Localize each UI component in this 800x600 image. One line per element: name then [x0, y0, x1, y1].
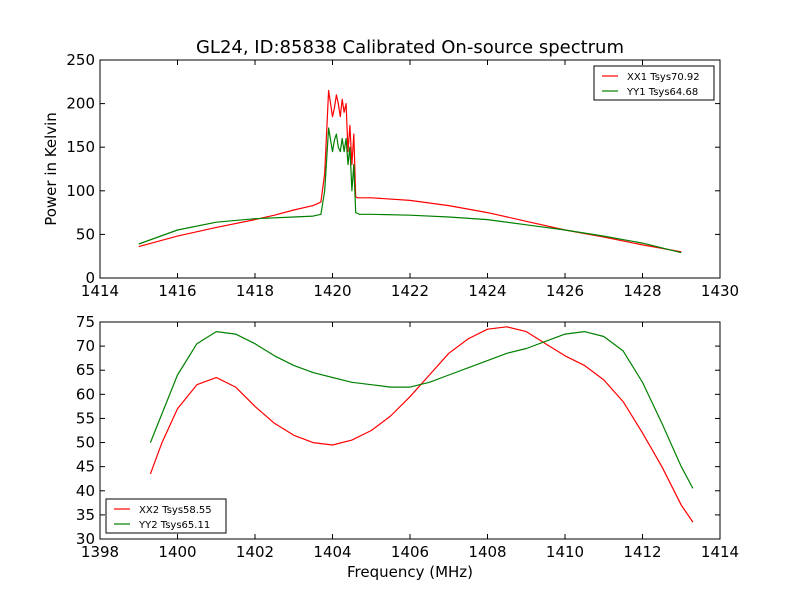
y-tick-label: 0 — [85, 269, 95, 287]
y-tick-label: 60 — [76, 385, 95, 403]
x-tick-label: 1420 — [313, 282, 351, 300]
plot-top: Power in Kelvin 1414 1416 1418 1420 1422 1424… — [42, 51, 739, 300]
x-tick-label: 1426 — [546, 282, 584, 300]
y-tick-label: 30 — [76, 530, 95, 548]
legend: XX1 Tsys70.92 YY1 Tsys64.68 — [593, 65, 715, 101]
y-tick-label: 100 — [66, 182, 95, 200]
y-tick-label: 50 — [76, 434, 95, 452]
series-line-1 — [149, 326, 694, 523]
x-tick-label: 1410 — [546, 543, 584, 561]
legend-box — [105, 498, 227, 534]
plot-bottom: Frequency (MHz) 1398 1400 1402 1404 1406 1408… — [76, 313, 739, 581]
legend-label-2: YY1 Tsys64.68 — [626, 87, 698, 98]
series-line-2 — [149, 331, 694, 489]
y-tick-label: 70 — [76, 337, 95, 355]
y-tick-label: 40 — [76, 482, 95, 500]
x-tick-label: 1404 — [313, 543, 351, 561]
x-tick-label: 1428 — [623, 282, 661, 300]
y-tick-label: 50 — [76, 225, 95, 243]
series-line-2 — [138, 127, 682, 254]
legend: XX2 Tsys58.55 YY2 Tsys65.11 — [105, 498, 227, 534]
y-tick-label: 75 — [76, 313, 95, 331]
x-tick-label: 1406 — [391, 543, 429, 561]
legend-label-1: XX1 Tsys70.92 — [627, 72, 700, 83]
chart-title: GL24, ID:85838 Calibrated On-source spec… — [196, 37, 624, 58]
x-tick-label: 1424 — [468, 282, 506, 300]
y-tick-label: 200 — [66, 95, 95, 113]
x-tick-label: 1414 — [81, 282, 119, 300]
y-tick-label: 35 — [76, 506, 95, 524]
y-tick-label: 45 — [76, 458, 95, 476]
xlabel-bottom: Frequency (MHz) — [347, 563, 473, 581]
y-tick-label: 250 — [66, 51, 95, 69]
x-tick-label: 1400 — [158, 543, 196, 561]
x-tick-label: 1416 — [158, 282, 196, 300]
x-tick-label: 1422 — [391, 282, 429, 300]
x-tick-label: 1430 — [701, 282, 739, 300]
legend-label-2: YY2 Tsys65.11 — [138, 520, 210, 531]
y-tick-label: 150 — [66, 138, 95, 156]
x-tick-label: 1412 — [623, 543, 661, 561]
x-tick-label: 1414 — [701, 543, 739, 561]
y-tick-label: 55 — [76, 409, 95, 427]
y-tick-label: 65 — [76, 361, 95, 379]
legend-box — [593, 65, 715, 101]
series-line-1 — [138, 89, 682, 253]
ylabel-top: Power in Kelvin — [42, 112, 60, 226]
x-tick-label: 1408 — [468, 543, 506, 561]
x-tick-label: 1418 — [236, 282, 274, 300]
x-tick-label: 1398 — [81, 543, 119, 561]
legend-label-1: XX2 Tsys58.55 — [139, 505, 212, 516]
x-tick-label: 1402 — [236, 543, 274, 561]
